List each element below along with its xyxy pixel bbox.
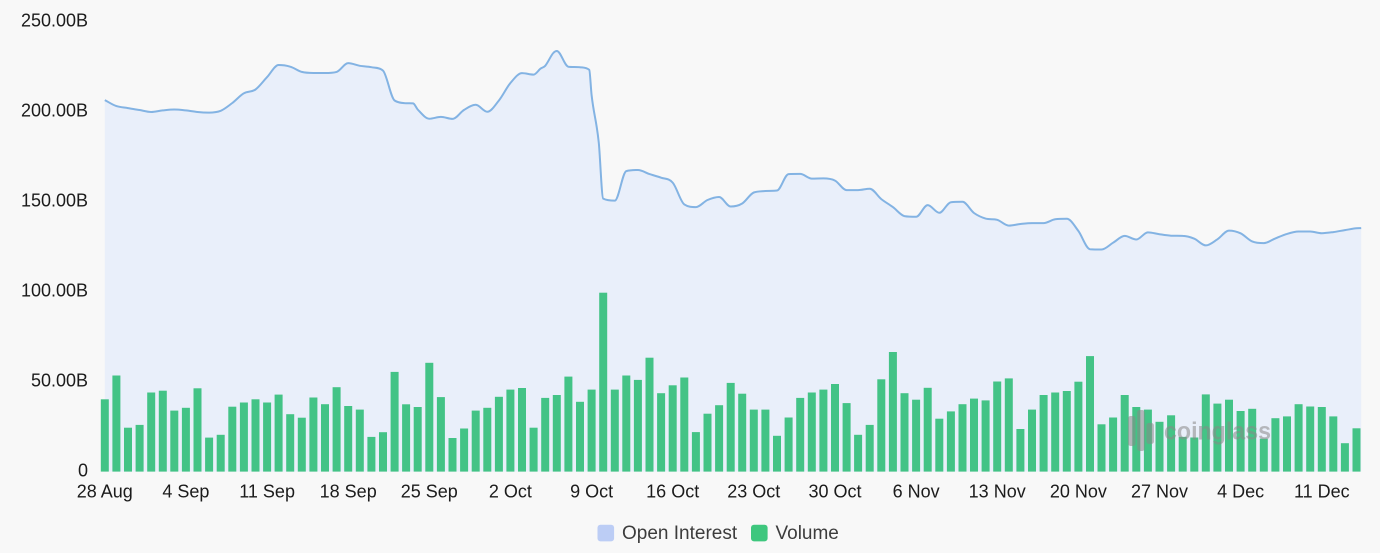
svg-text:13 Nov: 13 Nov	[969, 482, 1026, 502]
svg-text:6 Nov: 6 Nov	[893, 482, 940, 502]
svg-text:150.00B: 150.00B	[21, 191, 88, 211]
svg-text:100.00B: 100.00B	[21, 281, 88, 301]
svg-text:250.00B: 250.00B	[21, 11, 88, 31]
svg-text:2 Oct: 2 Oct	[489, 482, 532, 502]
svg-text:9 Oct: 9 Oct	[570, 482, 613, 502]
svg-text:200.00B: 200.00B	[21, 101, 88, 121]
svg-text:4 Dec: 4 Dec	[1217, 482, 1264, 502]
svg-text:Volume: Volume	[776, 523, 839, 544]
svg-text:20 Nov: 20 Nov	[1050, 482, 1107, 502]
svg-text:25 Sep: 25 Sep	[401, 482, 458, 502]
svg-text:27 Nov: 27 Nov	[1131, 482, 1188, 502]
svg-text:coinglass: coinglass	[1164, 418, 1271, 446]
svg-text:16 Oct: 16 Oct	[646, 482, 699, 502]
svg-text:30 Oct: 30 Oct	[808, 482, 861, 502]
svg-text:4 Sep: 4 Sep	[162, 482, 209, 502]
svg-text:0: 0	[78, 461, 88, 481]
svg-text:28 Aug: 28 Aug	[77, 482, 133, 502]
svg-text:23 Oct: 23 Oct	[727, 482, 780, 502]
svg-text:11 Sep: 11 Sep	[239, 482, 295, 502]
svg-text:11 Dec: 11 Dec	[1294, 482, 1350, 502]
svg-text:50.00B: 50.00B	[31, 371, 88, 391]
svg-text:Open Interest: Open Interest	[622, 523, 738, 544]
svg-text:18 Sep: 18 Sep	[320, 482, 377, 502]
